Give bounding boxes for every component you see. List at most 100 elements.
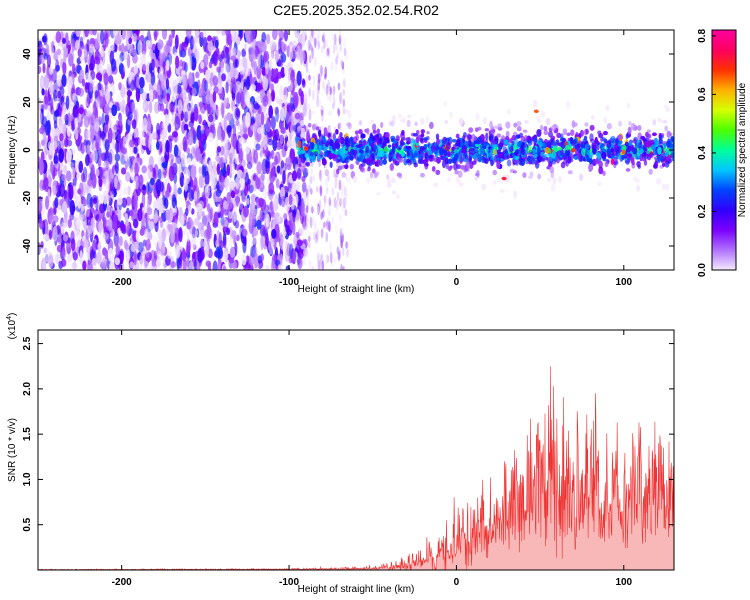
heatmap-cell	[489, 147, 494, 154]
heatmap-cell	[153, 164, 159, 180]
heatmap-cell	[165, 59, 170, 72]
heatmap-cell	[69, 161, 74, 168]
heatmap-cell	[237, 50, 242, 58]
heatmap-cell	[458, 182, 463, 188]
heatmap-cell	[653, 163, 658, 169]
heatmap-cell	[57, 236, 63, 245]
heatmap-cell	[332, 42, 336, 55]
heatmap-cell	[316, 205, 320, 215]
heatmap-cell	[252, 237, 257, 247]
heatmap-cell	[191, 87, 197, 97]
heatmap-cell	[602, 170, 606, 176]
heatmap-cell	[271, 89, 276, 102]
heatmap-cell	[177, 99, 183, 115]
heatmap-cell	[199, 251, 206, 260]
heatmap-cell	[645, 131, 649, 138]
heatmap-cell	[109, 261, 115, 270]
heatmap-cell	[213, 211, 219, 227]
heatmap-cell	[452, 156, 457, 164]
heatmap-cell	[108, 75, 114, 84]
heatmap-cell	[101, 112, 105, 128]
heatmap-cell	[222, 226, 229, 233]
heatmap-cell	[165, 77, 170, 90]
heatmap-cell	[249, 76, 254, 83]
heatmap-cell	[341, 180, 344, 192]
heatmap-cell	[527, 145, 533, 153]
heatmap-cell	[666, 130, 671, 138]
heatmap-cell	[155, 178, 162, 194]
heatmap-cell	[565, 160, 569, 167]
heatmap-cell	[90, 217, 96, 230]
heatmap-cell	[108, 152, 113, 165]
heatmap-cell	[267, 138, 274, 146]
heatmap-cell	[212, 91, 217, 103]
heatmap-cell	[155, 197, 160, 211]
heatmap-cell	[325, 231, 329, 243]
heatmap-cell	[99, 166, 104, 179]
heatmap-cell	[170, 231, 175, 244]
heatmap-cell	[428, 121, 434, 130]
heatmap-cell	[157, 94, 164, 106]
heatmap-cell	[216, 245, 223, 259]
heatmap-cell	[230, 55, 237, 62]
heatmap-cell	[228, 210, 233, 220]
heatmap-cell	[50, 40, 55, 54]
heatmap-cell	[66, 139, 73, 147]
heatmap-cell	[365, 157, 371, 165]
heatmap-cell	[538, 142, 544, 147]
heatmap-cell	[431, 165, 436, 172]
heatmap-cell	[241, 178, 245, 191]
heatmap-cell	[636, 184, 640, 192]
heatmap-cell	[98, 96, 105, 110]
heatmap-cell	[40, 139, 45, 147]
heatmap-cell	[340, 190, 344, 198]
heatmap-cell	[366, 177, 371, 183]
heatmap-cell	[320, 64, 323, 77]
heatmap-cell	[488, 133, 494, 140]
heatmap-cell	[665, 107, 671, 112]
heatmap-cell	[310, 168, 313, 176]
heatmap-cell	[496, 177, 501, 184]
heatmap-cell	[134, 137, 139, 147]
heatmap-cell	[274, 128, 279, 141]
heatmap-cell	[155, 258, 161, 268]
heatmap-cell	[97, 242, 102, 252]
heatmap-cell	[383, 145, 389, 153]
heatmap-cell	[613, 157, 618, 165]
heatmap-cell	[401, 129, 405, 136]
heatmap-cell	[137, 208, 143, 222]
heatmap-cell	[330, 260, 334, 267]
heatmap-cell	[83, 239, 89, 248]
heatmap-cell	[93, 117, 100, 132]
heatmap-cell	[262, 75, 269, 91]
heatmap-cell	[265, 120, 271, 133]
heatmap-cell	[141, 184, 147, 191]
heatmap-cell	[96, 32, 100, 47]
heatmap-cell	[378, 150, 384, 158]
heatmap-cell	[319, 170, 322, 182]
heatmap-cell	[268, 182, 275, 195]
heatmap-cell	[54, 97, 59, 110]
heatmap-cell	[133, 195, 138, 209]
heatmap-cell	[82, 48, 88, 58]
heatmap-cell	[190, 111, 195, 123]
heatmap-cell	[503, 139, 509, 145]
heatmap-cell	[385, 132, 391, 139]
heatmap-cell	[95, 168, 100, 177]
heatmap-cell	[661, 183, 667, 190]
heatmap-cell	[262, 95, 269, 107]
heatmap-cell	[332, 197, 336, 208]
heatmap-cell	[424, 162, 429, 167]
heatmap-cell	[128, 156, 133, 169]
heatmap-cell	[334, 57, 338, 65]
heatmap-cell	[134, 162, 139, 177]
heatmap-cell	[50, 126, 56, 140]
heatmap-cell	[308, 54, 312, 64]
heatmap-cell	[659, 119, 664, 123]
heatmap-cell	[340, 263, 343, 270]
heatmap-cell	[123, 51, 128, 61]
heatmap-cell	[144, 252, 149, 262]
heatmap-cell	[79, 69, 85, 82]
heatmap-cell	[236, 234, 240, 242]
heatmap-cell	[59, 119, 64, 135]
